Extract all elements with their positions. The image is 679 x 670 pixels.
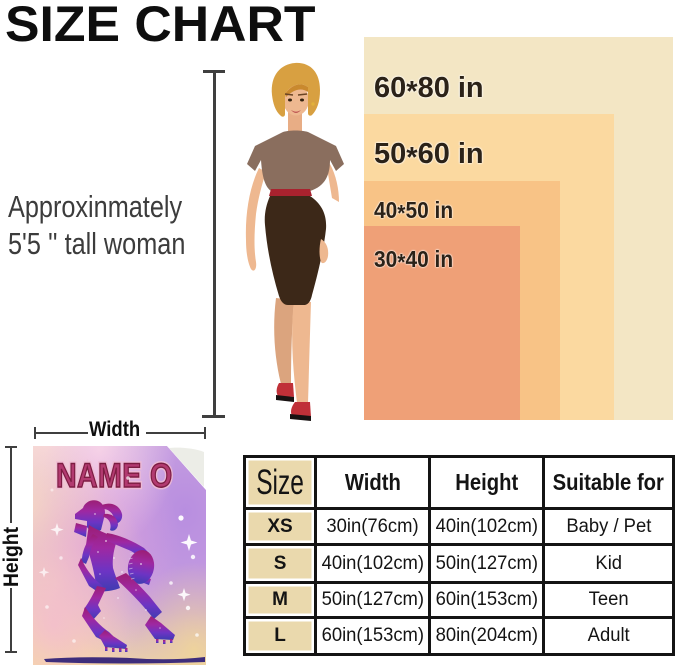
svg-text:NAME O: NAME O — [56, 457, 173, 495]
svg-text:NAME O: NAME O — [56, 457, 173, 495]
